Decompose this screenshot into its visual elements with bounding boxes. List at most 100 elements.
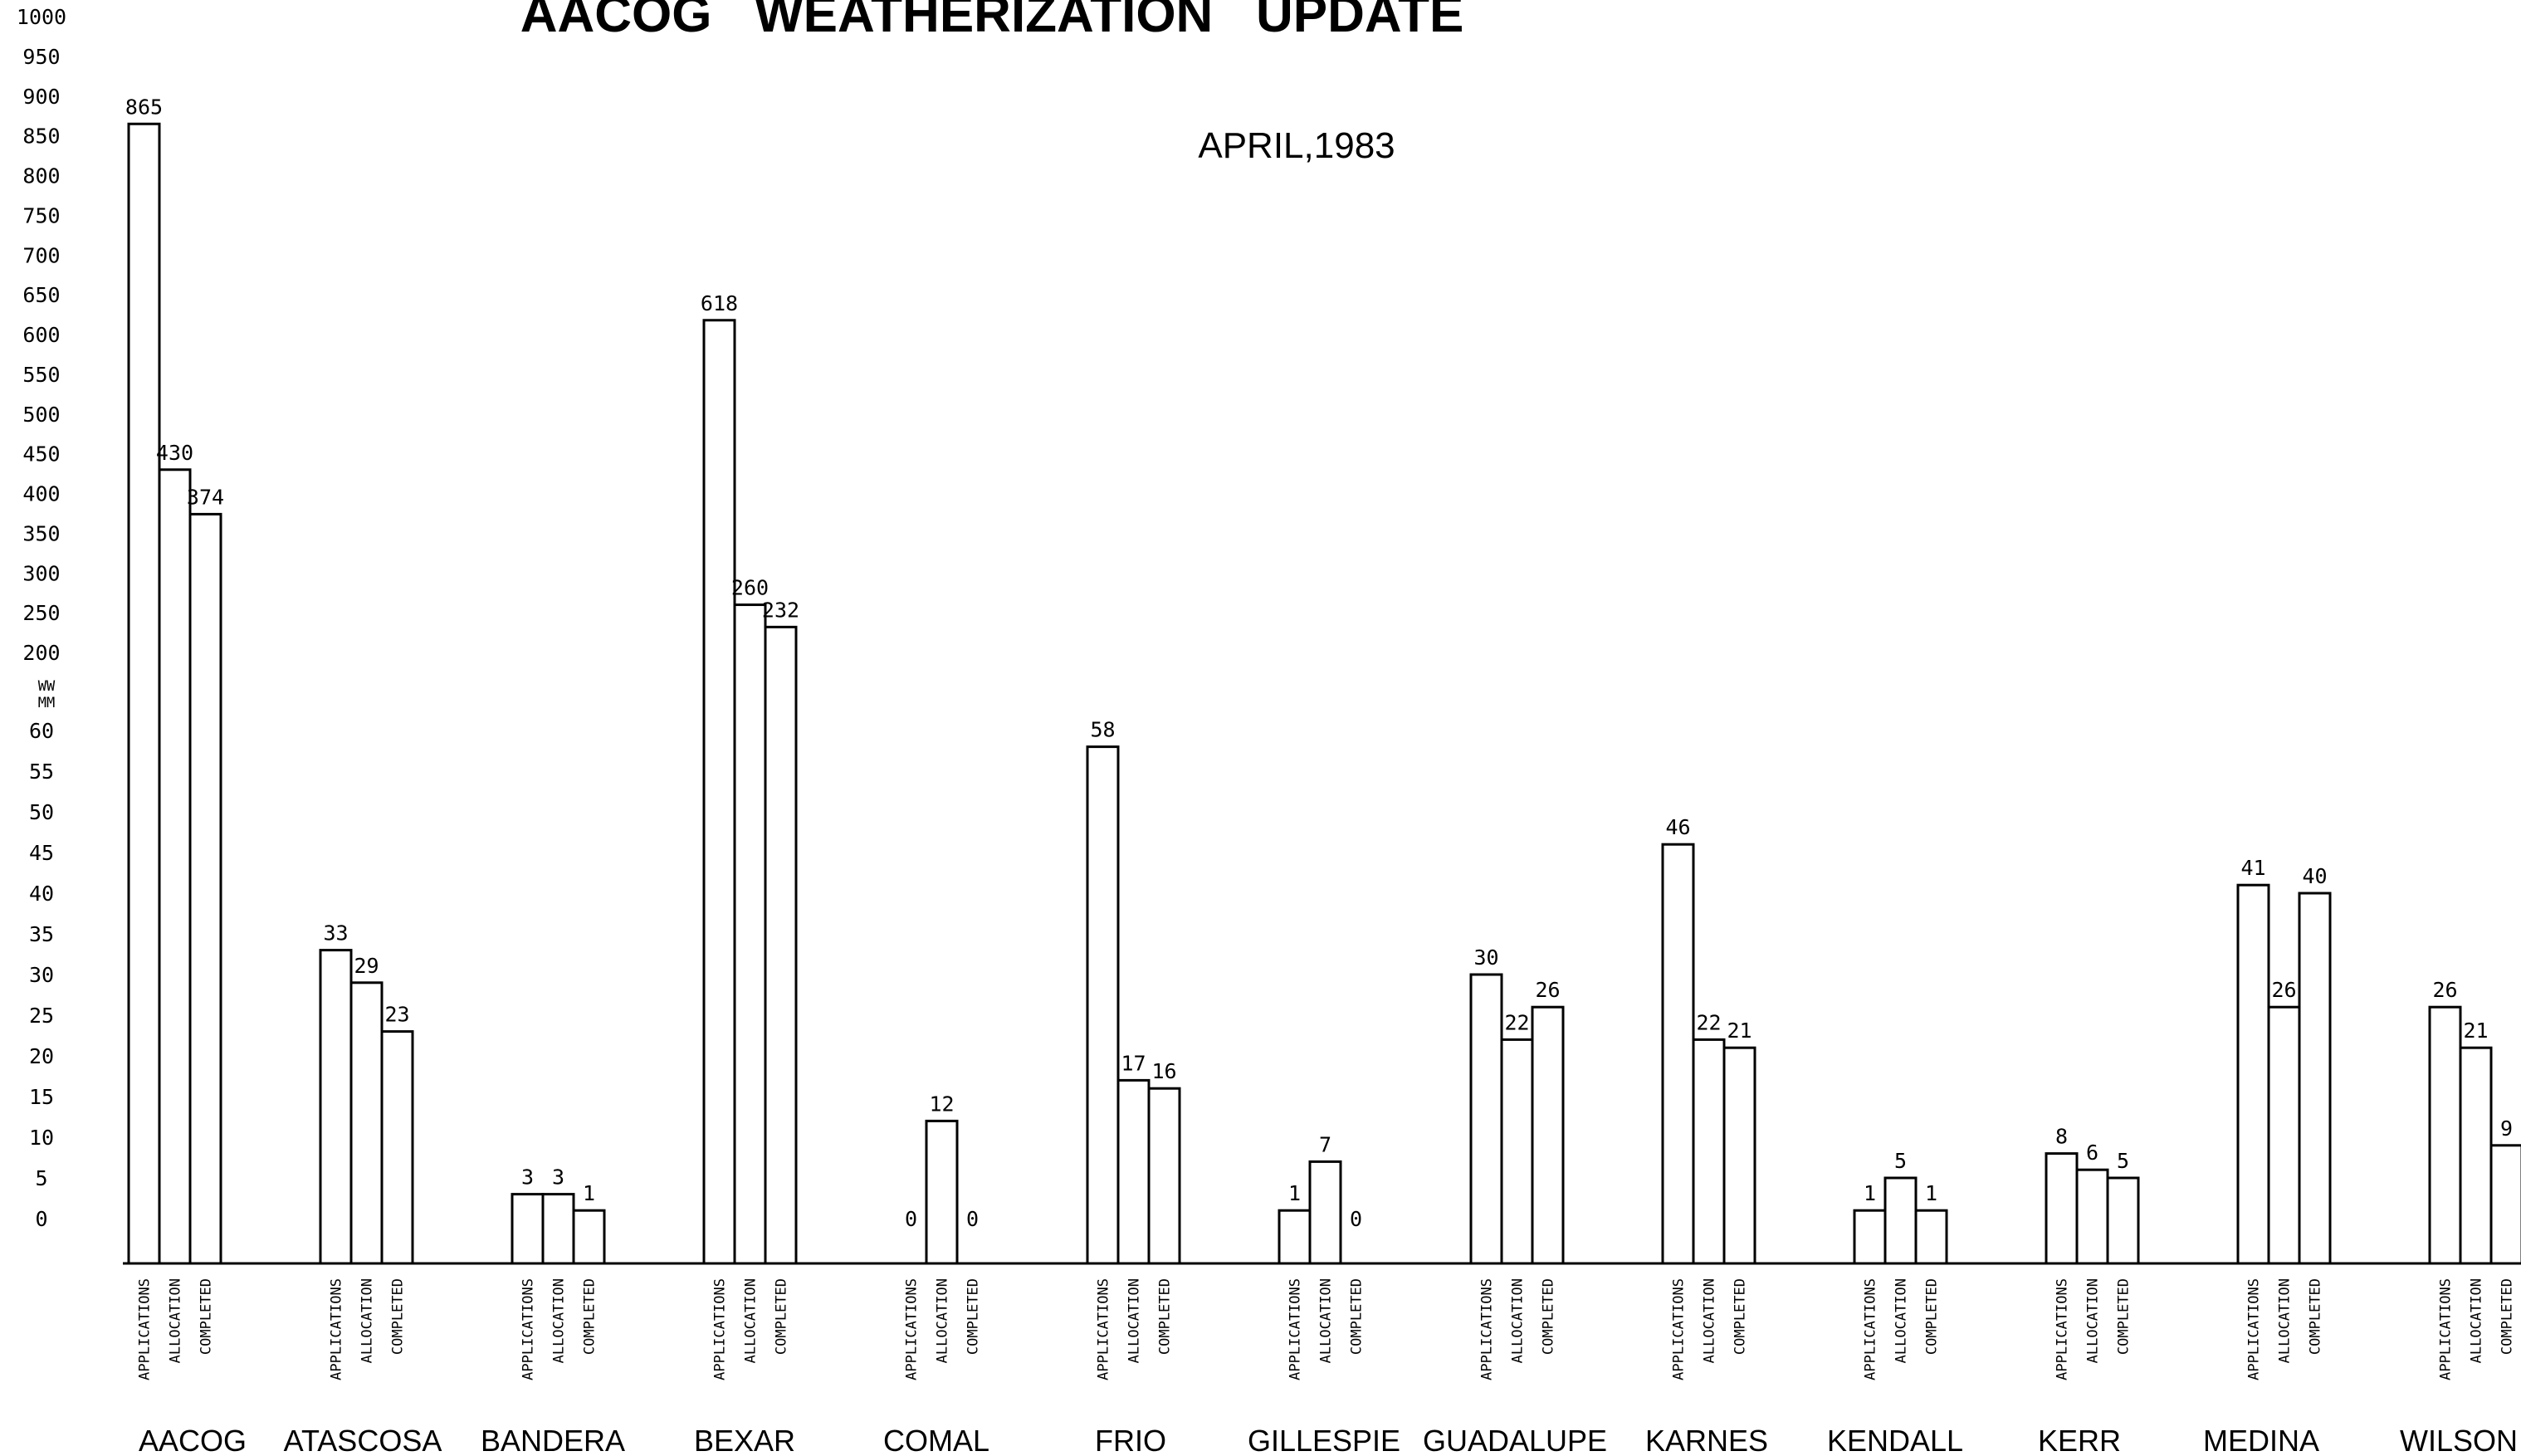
bar-applications-karnes [1661,843,1695,1265]
axis-break-glyph: WW [38,678,56,695]
y-tick-label: 35 [29,922,54,946]
y-tick-label: 800 [22,164,60,188]
bar-allocation-bexar [733,603,767,1265]
category-label: WILSON [2400,1424,2518,1456]
category-label: MEDINA [2203,1424,2319,1456]
bar-allocation-comal [925,1119,959,1265]
bar-series-label: APPLICATIONS [329,1278,345,1380]
bar-completed-guadalupe [1531,1005,1565,1265]
data-label: 33 [323,921,348,945]
data-label: 22 [1504,1010,1529,1034]
data-label: 865 [125,95,163,119]
data-label: 0 [905,1207,917,1231]
y-tick-label: 0 [35,1207,47,1231]
bar-series-label: COMPLETED [1924,1278,1941,1355]
bar-completed-wilson [2489,1144,2521,1265]
bar-completed-medina [2298,892,2332,1265]
y-tick-label: 650 [22,283,60,307]
bar-allocation-bandera [541,1193,575,1265]
data-label: 22 [1696,1010,1721,1034]
y-tick-label: 10 [29,1126,54,1150]
bar-allocation-gillespie [1308,1160,1342,1265]
y-tick-label: 30 [29,963,54,987]
chart-title: AACOG WEATHERIZATION UPDATE [520,0,1464,43]
bar-series-label: COMPLETED [1349,1278,1366,1355]
y-axis: 0 5 10 15 20 25 30 35 40 45 50 55 60 200 250 300 350 400 4… [17,5,66,1231]
bar-series-label: ALLOCATION [1893,1278,1910,1363]
y-tick-label: 1000 [17,5,66,29]
bar-series-label: APPLICATIONS [2246,1278,2263,1380]
bar-allocation-kendall [1883,1176,1918,1265]
data-label: 7 [1319,1132,1331,1156]
bar-completed-atascosa [380,1030,414,1265]
bar-series-label: COMPLETED [1541,1278,1557,1355]
bar-applications-medina [2236,883,2270,1265]
category-label: AACOG [139,1424,247,1456]
bar-series-label: ALLOCATION [2277,1278,2294,1363]
y-tick-label: 450 [22,442,60,467]
data-label: 12 [929,1092,954,1116]
chart-subtitle: APRIL,1983 [1198,125,1395,166]
data-label: 3 [552,1165,564,1190]
bar-series-label: ALLOCATION [935,1278,951,1363]
bar-series-label: ALLOCATION [743,1278,760,1363]
bar-applications-bandera [511,1193,545,1265]
category-label: KERR [2038,1424,2121,1456]
category-label: BEXAR [694,1424,795,1456]
bar-series-label: COMPLETED [2308,1278,2324,1355]
bar-allocation-atascosa [349,981,384,1265]
bar-series-label: APPLICATIONS [1287,1278,1304,1380]
bar-series-label: COMPLETED [774,1278,790,1355]
y-tick-label: 600 [22,323,60,347]
y-tick-label: 500 [22,403,60,427]
data-label: 29 [354,954,379,978]
data-label: 21 [1727,1019,1752,1043]
bar-series-label: COMPLETED [198,1278,215,1355]
y-tick-label: 40 [29,882,54,906]
bar-completed-kendall [1914,1209,1948,1265]
bar-series-label: COMPLETED [2116,1278,2133,1355]
data-label: 0 [966,1207,979,1231]
data-label: 3 [521,1165,534,1190]
bar-applications-bexar [702,319,736,1265]
y-tick-label: 550 [22,363,60,387]
y-tick-label: 400 [22,482,60,506]
bar-allocation-kerr [2075,1168,2109,1265]
data-label: 26 [2432,978,2457,1002]
bar-applications-aacog [127,122,161,1265]
bars-group [127,122,2521,1265]
bar-applications-kerr [2045,1152,2079,1265]
bar-allocation-karnes [1692,1038,1726,1265]
bar-series-label: COMPLETED [965,1278,982,1355]
bar-allocation-frio [1116,1078,1151,1265]
data-label: 58 [1090,718,1115,742]
bar-series-label: ALLOCATION [1510,1278,1527,1363]
data-label: 26 [2271,978,2296,1002]
bar-series-label: COMPLETED [390,1278,407,1355]
bar-series-label: APPLICATIONS [712,1278,729,1380]
bar-completed-bexar [764,625,798,1265]
data-label: 41 [2240,856,2265,880]
y-tick-label: 45 [29,841,54,865]
y-tick-label: 950 [22,45,60,69]
bar-series-label: ALLOCATION [359,1278,376,1363]
category-label: FRIO [1095,1424,1166,1456]
data-label: 374 [187,485,224,509]
bar-completed-aacog [188,512,222,1265]
bar-completed-karnes [1722,1046,1756,1265]
data-label: 40 [2302,864,2327,888]
y-tick-label: 20 [29,1044,54,1068]
data-label: 26 [1535,978,1560,1002]
axis-break-glyph: MM [38,695,55,711]
bar-series-label: APPLICATIONS [2438,1278,2455,1380]
y-tick-label: 60 [29,719,54,743]
data-label: 1 [1288,1181,1301,1205]
bar-allocation-aacog [158,468,192,1265]
bar-series-label: APPLICATIONS [1671,1278,1688,1380]
category-label: BANDERA [481,1424,625,1456]
bar-completed-kerr [2106,1176,2140,1265]
bar-series-label: ALLOCATION [168,1278,184,1363]
bar-series-label: ALLOCATION [2085,1278,2102,1363]
y-tick-label: 900 [22,85,60,109]
y-tick-label: 200 [22,641,60,665]
